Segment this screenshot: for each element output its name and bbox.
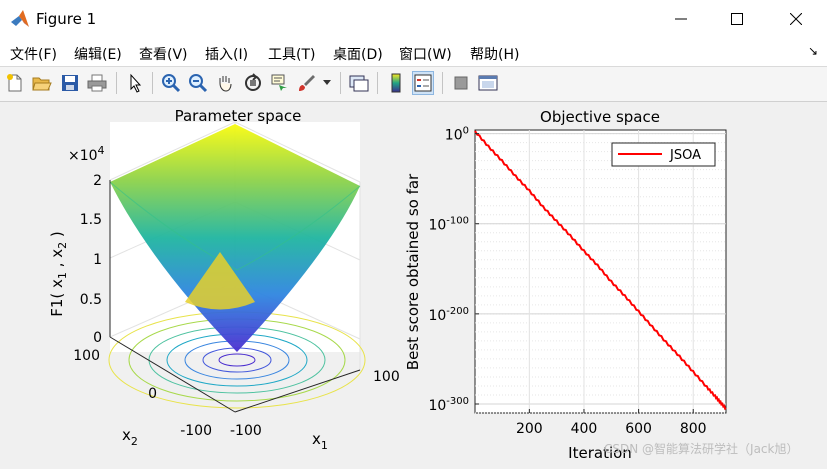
brush-menu-button[interactable]	[321, 71, 333, 95]
figure-canvas: 2 1.5 1 0.5 0 ×104 F1( x1 , x2 ) 100 0 -…	[0, 102, 827, 465]
figure-plots[interactable]: 2 1.5 1 0.5 0 ×104 F1( x1 , x2 ) 100 0 -…	[0, 102, 827, 465]
menu-bar	[0, 38, 827, 66]
x-tick: 100	[373, 369, 400, 385]
toolbar-separator	[377, 72, 378, 94]
z-axis-label: F1( x1 , x2 )	[48, 231, 69, 316]
z-tick: 1.5	[80, 212, 102, 228]
open-file-button[interactable]	[31, 71, 53, 95]
new-file-icon	[7, 74, 22, 92]
dock-figure-icon[interactable]: ↘	[808, 44, 819, 58]
menu-help[interactable]: 帮助(H)	[470, 47, 520, 63]
data-cursor-icon	[271, 74, 287, 91]
matlab-logo-icon	[10, 9, 30, 29]
y-tick-label: 100	[445, 126, 469, 144]
toolbar-separator	[116, 72, 117, 94]
data-cursor-button[interactable]	[269, 71, 291, 95]
folder-open-icon	[32, 77, 52, 91]
y-tick-label: 10-300	[428, 396, 469, 414]
link-plot-button[interactable]	[348, 71, 370, 95]
hide-plot-tools-icon	[454, 76, 468, 90]
z-tick: 2	[93, 173, 102, 189]
pointer-arrow-icon	[130, 73, 142, 93]
surface-near-peak	[185, 252, 255, 310]
toolbar-separator	[152, 72, 153, 94]
toolbar-separator	[442, 72, 443, 94]
window-titlebar	[0, 0, 827, 38]
surface-plot-title: Parameter space	[175, 107, 302, 125]
rotate-3d-button[interactable]	[242, 71, 264, 95]
chevron-down-icon	[323, 80, 331, 85]
y-axis-label-best-score: Best score obtained so far	[404, 173, 422, 370]
legend-label-jsoa: JSOA	[669, 148, 701, 163]
menu-insert[interactable]: 插入(I)	[205, 47, 249, 63]
pan-hand-icon	[219, 76, 232, 92]
legend-box	[611, 142, 716, 167]
convergence-grid	[475, 130, 726, 414]
jsoa-series-line	[474, 130, 727, 411]
maximize-button[interactable]	[714, 0, 760, 38]
x-tick-label: 400	[571, 421, 598, 437]
z-exponent: ×104	[68, 144, 105, 164]
watermark: CSDN @智能算法研学社（Jack旭）	[604, 442, 799, 456]
rotate-3d-icon	[245, 73, 261, 91]
zoom-in-button[interactable]	[160, 71, 182, 95]
show-plot-tools-button[interactable]	[477, 71, 499, 95]
surface-axis-lines	[109, 180, 361, 413]
insert-legend-button[interactable]	[412, 71, 434, 95]
z-tick: 0.5	[80, 292, 102, 308]
x-tick: -100	[230, 423, 262, 439]
close-icon	[790, 13, 802, 25]
save-button[interactable]	[59, 71, 81, 95]
show-plot-tools-icon	[478, 75, 498, 91]
legend-icon	[414, 74, 432, 92]
x-axis-label-iteration: Iteration	[568, 444, 632, 462]
menu-desktop[interactable]: 桌面(D)	[333, 47, 383, 63]
maximize-icon	[731, 13, 743, 25]
x-tick-label: 800	[680, 421, 707, 437]
convergence-ticks: 100 10-100 10-200 10-300 200 400 600 800	[428, 126, 706, 437]
edit-plot-button[interactable]	[124, 71, 146, 95]
legend[interactable]: JSOA	[611, 142, 716, 167]
hide-plot-tools-button[interactable]	[450, 71, 472, 95]
printer-icon	[87, 74, 107, 92]
y-tick: -100	[180, 423, 212, 439]
menu-edit[interactable]: 编辑(E)	[74, 47, 122, 63]
convergence-plot-axes[interactable]: 100 10-100 10-200 10-300 200 400 600 800 Object…	[404, 108, 727, 462]
z-tick: 1	[93, 252, 102, 268]
x-tick-label: 600	[625, 421, 652, 437]
convergence-plot-title: Objective space	[540, 108, 660, 126]
insert-colorbar-button[interactable]	[385, 71, 407, 95]
menu-file[interactable]: 文件(F)	[10, 47, 57, 63]
x-tick-label: 200	[516, 421, 543, 437]
brush-button[interactable]	[296, 71, 318, 95]
minimize-icon	[675, 18, 687, 20]
x-axis-label: x1	[312, 430, 328, 452]
close-button[interactable]	[773, 0, 819, 38]
zoom-in-icon	[162, 74, 181, 93]
y-tick-label: 10-100	[428, 216, 469, 234]
minimize-button[interactable]	[658, 0, 704, 38]
colorbar-icon	[391, 73, 401, 93]
toolbar-separator	[340, 72, 341, 94]
surface-plot-axes[interactable]: 2 1.5 1 0.5 0 ×104 F1( x1 , x2 ) 100 0 -…	[48, 107, 400, 452]
y-tick-label: 10-200	[428, 306, 469, 324]
zoom-out-icon	[189, 74, 208, 93]
menu-tools[interactable]: 工具(T)	[268, 47, 316, 63]
y-tick: 100	[73, 348, 100, 364]
y-axis-label: x2	[122, 426, 138, 448]
window-title: Figure 1	[36, 10, 97, 28]
new-figure-button[interactable]	[4, 71, 26, 95]
save-disk-icon	[62, 75, 78, 91]
link-plot-icon	[349, 75, 369, 92]
z-tick: 0	[93, 330, 102, 346]
y-tick: 0	[148, 386, 157, 402]
pan-button[interactable]	[214, 71, 236, 95]
objective-surface	[110, 124, 360, 352]
zoom-out-button[interactable]	[187, 71, 209, 95]
brush-icon	[299, 75, 315, 91]
menu-view[interactable]: 查看(V)	[139, 47, 188, 63]
print-button[interactable]	[86, 71, 108, 95]
menu-window[interactable]: 窗口(W)	[399, 47, 452, 63]
